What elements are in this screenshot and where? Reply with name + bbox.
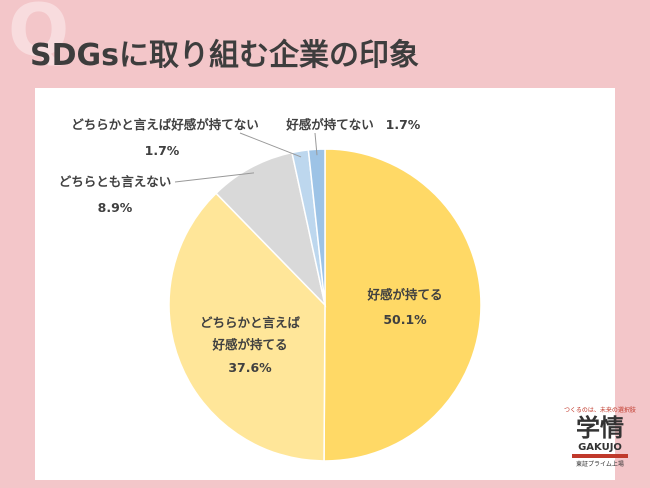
leader-line <box>314 132 318 156</box>
category-label: どちらとも言えない <box>58 174 172 189</box>
badge: Q <box>8 0 70 72</box>
pie-slice <box>168 192 326 462</box>
chart-title: SDGsに取り組む企業の印象 <box>30 38 419 73</box>
value-label: 1.7% <box>144 143 180 158</box>
leader-line <box>174 172 255 183</box>
logo-bar <box>572 454 628 458</box>
logo-roman: GAKUJO <box>578 442 622 453</box>
pie-slice <box>323 148 482 462</box>
logo-tagline: つくるのは、未来の選択肢 <box>564 407 636 414</box>
category-label: 好感が持てない <box>286 117 374 132</box>
category-label: 好感が持てる <box>367 287 443 302</box>
category-label: どちらかと言えば好感が持てない <box>71 117 259 132</box>
logo: つくるのは、未来の選択肢 学情 GAKUJO 東証プライム上場 <box>560 405 640 468</box>
value-label: 50.1% <box>383 312 427 327</box>
logo-name: 学情 <box>576 414 624 442</box>
value-label: 8.9% <box>97 200 133 215</box>
value-label: 1.7% <box>385 117 421 132</box>
category-label: どちらかと言えば 好感が持てる <box>199 315 301 352</box>
logo-note: 東証プライム上場 <box>576 461 624 468</box>
value-label: 37.6% <box>228 360 272 375</box>
leader-line <box>239 132 302 158</box>
